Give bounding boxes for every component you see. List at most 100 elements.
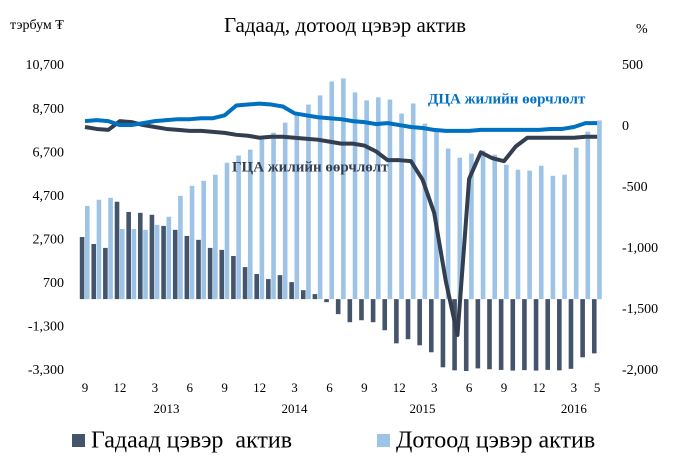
bar bbox=[219, 249, 225, 300]
y2-tick-label: -1,500 bbox=[622, 302, 658, 317]
bar bbox=[138, 212, 143, 300]
bar bbox=[347, 299, 353, 323]
bar bbox=[247, 149, 253, 300]
bar bbox=[538, 165, 544, 300]
bar bbox=[352, 92, 358, 300]
x-tick-label: 9 bbox=[501, 380, 508, 395]
y-tick-label: 4,700 bbox=[33, 189, 65, 204]
x-tick-label: 12 bbox=[113, 380, 126, 395]
bar bbox=[382, 299, 388, 331]
bar bbox=[196, 239, 201, 300]
bar bbox=[533, 299, 539, 371]
y2-axis-label: % bbox=[636, 22, 648, 37]
bar bbox=[591, 299, 597, 354]
line-label: ДЦА жилийн өөрчлөлт bbox=[428, 91, 586, 107]
bar bbox=[522, 299, 527, 371]
bar bbox=[201, 180, 206, 300]
bar bbox=[119, 228, 125, 300]
legend-swatch bbox=[377, 434, 390, 447]
x-tick-label: 3 bbox=[431, 380, 438, 395]
bar bbox=[359, 299, 364, 321]
bar bbox=[394, 299, 399, 344]
bar bbox=[224, 162, 230, 300]
bar bbox=[376, 97, 381, 300]
bar bbox=[207, 247, 213, 300]
bar bbox=[510, 299, 516, 371]
line bbox=[84, 101, 598, 133]
bar bbox=[282, 122, 288, 300]
x-tick-label: 3 bbox=[571, 380, 578, 395]
bar bbox=[108, 197, 113, 300]
bar bbox=[289, 282, 294, 300]
bar bbox=[91, 243, 97, 300]
bar bbox=[568, 299, 574, 369]
y-tick-label: 6,700 bbox=[33, 145, 65, 160]
legend-label: Дотоод цэвэр актив bbox=[396, 428, 595, 454]
bar bbox=[469, 153, 474, 300]
x-tick-label: 6 bbox=[326, 380, 333, 395]
bar bbox=[294, 112, 300, 300]
legend-swatch bbox=[72, 434, 85, 447]
bar bbox=[236, 155, 241, 300]
bar bbox=[457, 157, 463, 300]
bar bbox=[79, 237, 85, 300]
bar bbox=[103, 247, 108, 300]
y-axis-label: тэрбум ₮ bbox=[10, 18, 64, 33]
year-label: 2013 bbox=[153, 401, 179, 416]
bar bbox=[557, 299, 562, 371]
x-tick-label: 12 bbox=[393, 380, 406, 395]
x-tick-label: 6 bbox=[187, 380, 194, 395]
y-tick-label: -1,300 bbox=[28, 320, 64, 335]
x-tick-label: 5 bbox=[594, 380, 601, 395]
bar bbox=[445, 148, 451, 300]
bar bbox=[96, 199, 102, 300]
bar bbox=[317, 95, 323, 300]
bar bbox=[329, 81, 335, 300]
bar bbox=[213, 174, 218, 300]
bar bbox=[585, 131, 591, 300]
bar bbox=[114, 201, 120, 300]
bar bbox=[85, 205, 90, 300]
bar bbox=[545, 299, 550, 370]
bar bbox=[504, 164, 509, 300]
bar bbox=[410, 103, 416, 300]
y2-tick-label: -1,000 bbox=[622, 241, 658, 256]
y-tick-label: 700 bbox=[43, 276, 64, 291]
x-tick-label: 3 bbox=[152, 380, 159, 395]
bar bbox=[335, 299, 341, 315]
y2-tick-label: -500 bbox=[622, 180, 648, 195]
bar bbox=[231, 255, 236, 300]
bar bbox=[527, 170, 532, 300]
bar bbox=[562, 174, 567, 300]
bar bbox=[178, 195, 183, 300]
bar bbox=[463, 299, 469, 371]
bar bbox=[597, 120, 602, 300]
line-label: ГЦА жилийн өөрчлөлт bbox=[232, 159, 389, 175]
bar bbox=[306, 104, 311, 300]
bar bbox=[422, 123, 428, 300]
bar bbox=[131, 228, 137, 300]
bar bbox=[259, 139, 265, 300]
bar bbox=[580, 299, 585, 358]
line bbox=[84, 119, 598, 338]
bar bbox=[487, 299, 492, 370]
y-tick-label: -3,300 bbox=[28, 363, 64, 378]
bar bbox=[341, 78, 346, 300]
bar bbox=[429, 299, 434, 353]
bar bbox=[300, 290, 306, 300]
y-tick-label: 10,700 bbox=[26, 58, 65, 73]
bar bbox=[492, 154, 497, 300]
x-tick-label: 9 bbox=[82, 380, 89, 395]
y2-tick-label: 500 bbox=[622, 58, 643, 73]
bar bbox=[370, 299, 376, 323]
year-label: 2015 bbox=[410, 401, 436, 416]
x-tick-label: 12 bbox=[253, 380, 266, 395]
bar bbox=[498, 299, 504, 370]
bar bbox=[573, 147, 579, 300]
bar bbox=[143, 229, 148, 300]
bar bbox=[271, 132, 276, 300]
x-tick-label: 6 bbox=[466, 380, 473, 395]
bar bbox=[242, 267, 248, 300]
bar bbox=[149, 214, 155, 300]
